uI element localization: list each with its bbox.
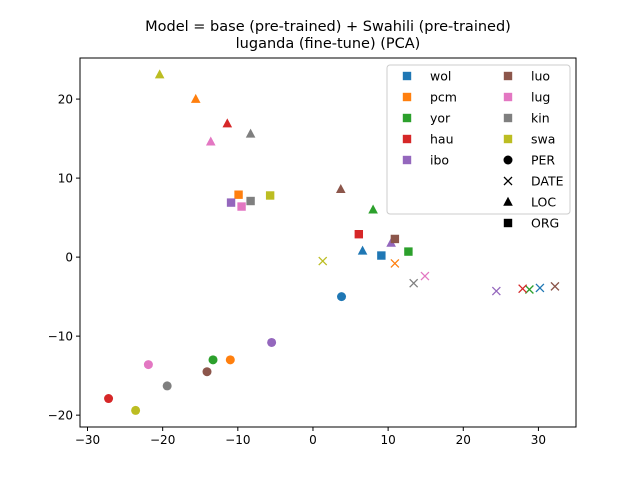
legend-box xyxy=(386,64,571,215)
point-lug-loc xyxy=(205,136,216,146)
legend-marker-wol xyxy=(402,71,412,81)
point-pcm-org xyxy=(234,190,243,199)
point-ibo-per xyxy=(267,337,277,347)
point-hau-per xyxy=(104,394,114,404)
legend-label-date: DATE xyxy=(531,174,564,189)
x-tick-label: −30 xyxy=(75,433,100,447)
point-hau-org xyxy=(354,230,364,239)
legend-marker-lug xyxy=(503,92,513,102)
point-kin-date xyxy=(409,278,419,288)
legend-label-lug: lug xyxy=(531,90,550,105)
x-tick-label: 10 xyxy=(380,433,395,447)
y-tick-label: 10 xyxy=(58,172,73,186)
y-tick-label: −20 xyxy=(48,409,73,423)
y-tick-label: −10 xyxy=(48,330,73,344)
point-lug-date xyxy=(420,271,430,281)
point-pcm-per xyxy=(225,355,235,365)
y-tick-label: 0 xyxy=(65,251,73,265)
point-luo-loc xyxy=(335,183,346,193)
x-tick-label: 20 xyxy=(456,433,471,447)
legend-marker-yor xyxy=(402,113,412,123)
x-tick-label: 0 xyxy=(309,433,317,447)
legend-label-per: PER xyxy=(531,153,555,168)
point-lug-per xyxy=(143,360,153,370)
axes-frame xyxy=(79,57,577,428)
x-tick-label: −20 xyxy=(150,433,175,447)
point-kin-per xyxy=(162,381,172,391)
point-yor-org xyxy=(404,247,413,256)
y-tick-label: 20 xyxy=(58,93,73,107)
point-swa-date xyxy=(318,256,328,266)
legend-label-pcm: pcm xyxy=(430,90,457,105)
point-ibo-date xyxy=(491,286,501,296)
legend-label-hau: hau xyxy=(430,132,454,147)
x-tick-label: 30 xyxy=(531,433,546,447)
legend-marker-org xyxy=(503,218,513,228)
legend-marker-loc xyxy=(503,196,513,206)
point-pcm-date xyxy=(390,258,400,268)
point-yor-per xyxy=(208,355,218,365)
point-wol-per xyxy=(337,292,347,302)
point-wol-date xyxy=(535,283,545,293)
legend-marker-luo xyxy=(503,71,513,81)
legend-label-ibo: ibo xyxy=(430,153,449,168)
legend-label-org: ORG xyxy=(531,216,559,231)
legend-marker-ibo xyxy=(402,155,412,165)
point-lug-org xyxy=(237,202,246,211)
point-swa-loc xyxy=(154,69,165,79)
point-ibo-org xyxy=(226,198,236,207)
point-kin-loc xyxy=(245,128,256,138)
legend-marker-per xyxy=(503,155,513,165)
legend-label-loc: LOC xyxy=(531,195,556,210)
legend-marker-swa xyxy=(503,134,513,144)
chart-title-line-1: Model = base (pre-trained) + Swahili (pr… xyxy=(145,19,511,35)
legend-label-luo: luo xyxy=(531,69,550,84)
legend-label-kin: kin xyxy=(531,111,550,126)
point-wol-loc xyxy=(357,245,368,255)
legend-marker-hau xyxy=(402,134,412,144)
legend-label-yor: yor xyxy=(430,111,451,126)
point-yor-loc xyxy=(368,204,378,214)
legend: wol pcm yor hau ibo luo lug kin swa PER DATE LOC ORG xyxy=(386,64,571,231)
point-swa-org xyxy=(265,191,275,200)
point-luo-per xyxy=(202,367,212,377)
point-wol-org xyxy=(377,251,386,260)
legend-marker-pcm xyxy=(402,92,412,102)
point-luo-date xyxy=(550,281,560,291)
legend-label-swa: swa xyxy=(531,132,555,147)
point-pcm-loc xyxy=(190,93,201,103)
point-swa-per xyxy=(131,405,141,415)
point-hau-loc xyxy=(222,118,233,128)
point-hau-date xyxy=(518,284,528,294)
point-luo-org xyxy=(390,234,400,244)
legend-marker-kin xyxy=(503,113,513,123)
point-kin-org xyxy=(246,196,255,206)
legend-marker-date xyxy=(503,176,513,186)
data-points xyxy=(104,69,560,415)
legend-label-wol: wol xyxy=(430,69,451,84)
x-tick-label: −10 xyxy=(225,433,250,447)
chart-title-line-2: luganda (fine-tune) (PCA) xyxy=(236,36,421,52)
